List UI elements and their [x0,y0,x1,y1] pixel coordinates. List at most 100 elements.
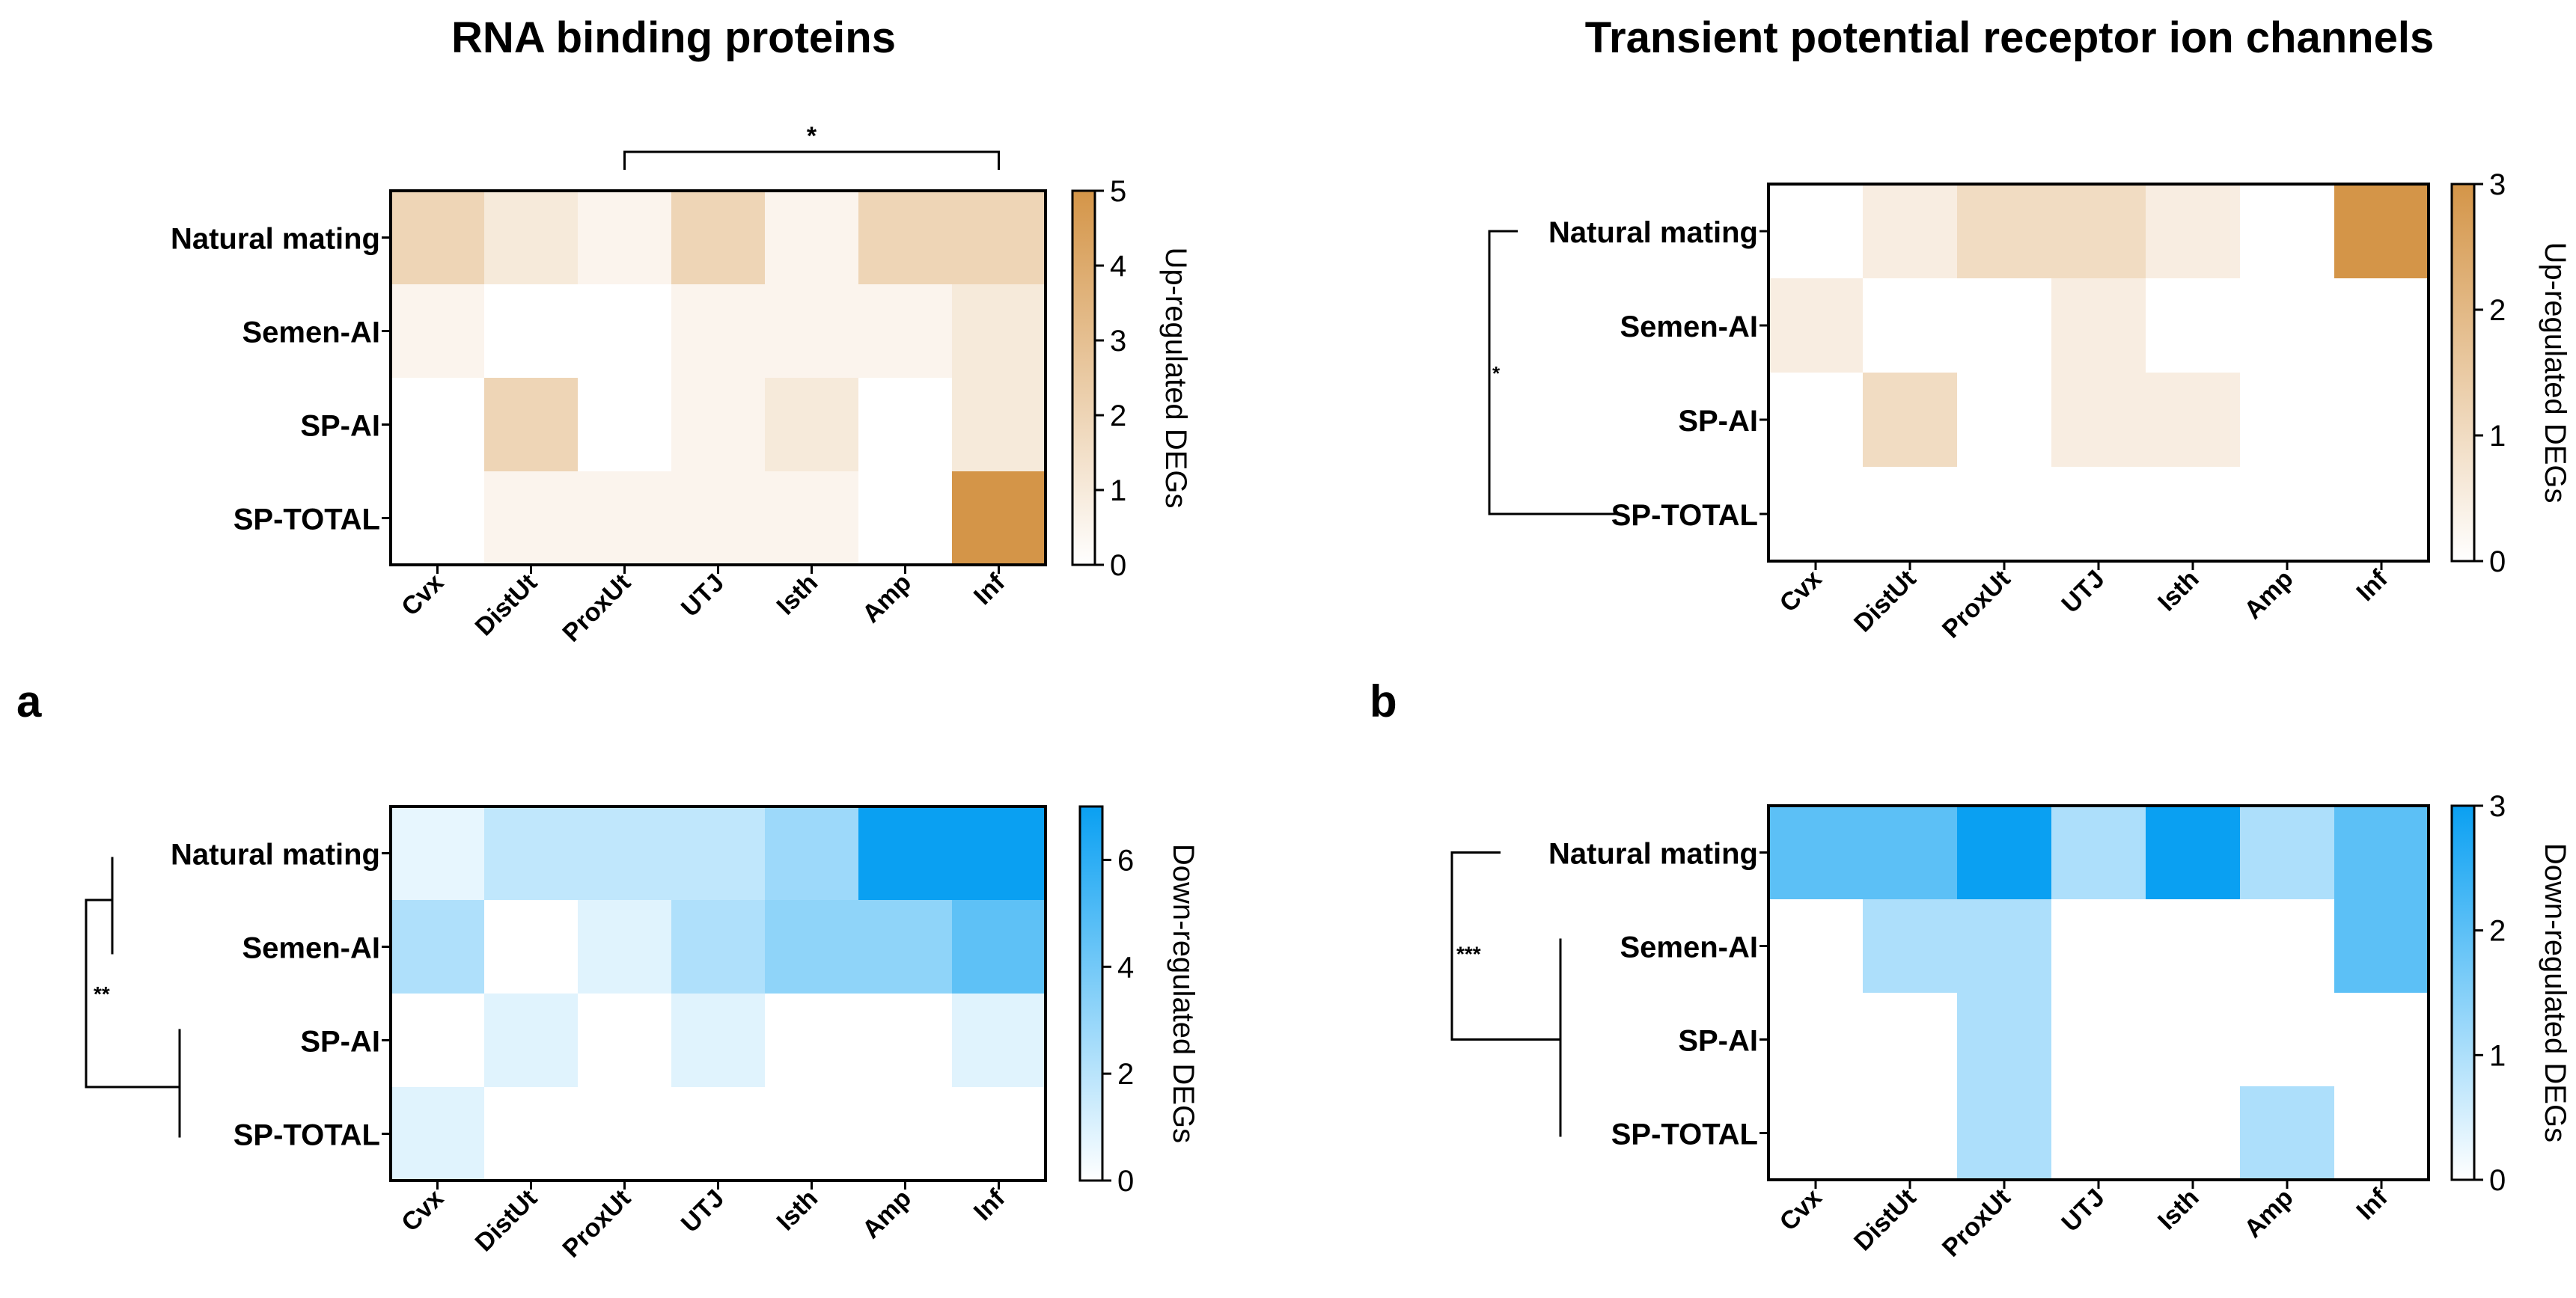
significance-bracket [1488,230,1623,515]
title-right: Transient potential receptor ion channel… [1585,13,2434,62]
row-label-sp-ai: SP-AI [300,1026,380,1059]
cell-sp-ai-proxut [578,994,672,1088]
heatmap-b-up: Natural mating Semen-AI SP-AI SP-TOTAL Cvx Di… [1488,168,2572,644]
cell-sp-total-distut [484,471,579,566]
col-label-utj: UTJ [676,1184,730,1238]
row-label-sp-ai: SP-AI [1678,1025,1758,1058]
cell-natural-mating-cvx [1768,184,1864,279]
cell-semen-ai-amp [858,900,953,994]
cell-sp-ai-isth [2146,373,2241,468]
cell-sp-ai-amp [858,378,953,472]
row-label-sp-total: SP-TOTAL [234,1119,380,1152]
cell-sp-total-cvx [1768,1086,1864,1181]
row-label-natural-mating: Natural mating [1548,838,1758,871]
cell-sp-ai-distut [1863,993,1958,1087]
cell-natural-mating-inf [2334,184,2429,279]
cell-sp-ai-proxut [1957,373,2052,468]
cell-sp-ai-cvx [1768,993,1864,1087]
cell-semen-ai-inf [952,900,1046,994]
cell-sp-ai-utj [671,378,766,472]
cell-natural-mating-proxut [578,191,672,285]
cell-sp-ai-cvx [391,378,485,472]
cell-sp-ai-utj [671,994,766,1088]
cell-semen-ai-proxut [578,900,672,994]
cell-sp-total-inf [952,1087,1046,1181]
cell-sp-total-proxut [578,471,672,566]
cell-semen-ai-distut [1863,278,1958,373]
col-label-proxut: ProxUt [1937,1184,2016,1263]
cell-sp-ai-utj [2051,373,2146,468]
cell-natural-mating-isth [2146,184,2241,279]
colorbar-tick-label: 1 [1110,474,1126,507]
cell-sp-total-isth [2146,1086,2241,1181]
cell-semen-ai-inf [952,284,1046,379]
colorbar-tick-label: 4 [1117,951,1134,984]
cell-sp-total-distut [484,1087,579,1181]
cell-natural-mating-utj [671,191,766,285]
cell-sp-total-inf [2334,467,2429,562]
col-label-cvx: Cvx [1774,1184,1828,1237]
cell-sp-total-isth [765,471,859,566]
cell-semen-ai-proxut [1957,278,2052,373]
colorbar-tick-label: 5 [1110,175,1126,208]
cell-semen-ai-proxut [578,284,672,379]
cell-natural-mating-distut [1863,184,1958,279]
cell-natural-mating-inf [2334,806,2429,900]
row-label-semen-ai: Semen-AI [1620,310,1759,343]
row-label-natural-mating: Natural mating [171,223,380,256]
col-label-isth: Isth [772,1184,824,1237]
cell-natural-mating-proxut [1957,806,2052,900]
significance-label: ** [94,982,110,1005]
cell-sp-total-amp [858,1087,953,1181]
cell-natural-mating-distut [484,806,579,901]
cell-sp-ai-inf [952,994,1046,1088]
cell-semen-ai-isth [765,900,859,994]
cell-sp-total-amp [2240,467,2335,562]
cell-sp-ai-cvx [391,994,485,1088]
colorbar-tick-label: 6 [1117,844,1134,877]
cell-natural-mating-amp [858,191,953,285]
cell-sp-ai-inf [952,378,1046,472]
col-label-amp: Amp [857,1184,917,1244]
panel-letter-b: b [1370,676,1397,726]
colorbar [1071,189,1096,566]
colorbar [2450,183,2476,563]
cell-sp-ai-isth [2146,993,2241,1087]
col-label-inf: Inf [2351,1183,2393,1225]
cell-sp-total-amp [858,471,953,566]
row-label-sp-total: SP-TOTAL [1611,499,1758,532]
col-label-distut: DistUt [469,1184,543,1258]
significance-bracket [623,150,1000,170]
cell-natural-mating-isth [765,191,859,285]
colorbar-tick-label: 0 [1117,1165,1134,1198]
cell-semen-ai-distut [484,284,579,379]
cell-sp-total-utj [671,1087,766,1181]
cell-semen-ai-isth [765,284,859,379]
cell-sp-total-inf [2334,1086,2429,1181]
col-label-inf: Inf [2351,564,2393,607]
dendrogram-branch [85,899,180,1089]
col-label-isth: Isth [772,569,824,621]
cell-natural-mating-inf [952,191,1046,285]
colorbar-tick-label: 2 [2489,294,2506,327]
cell-sp-ai-inf [2334,373,2429,468]
panel-letter-a: a [16,676,42,726]
col-label-distut: DistUt [1849,565,1922,638]
cell-sp-ai-cvx [1768,373,1864,468]
row-label-natural-mating: Natural mating [1548,216,1758,249]
colorbar-tick-label: 2 [1117,1058,1134,1091]
cell-sp-total-utj [2051,467,2146,562]
col-label-inf: Inf [968,1184,1011,1226]
heatmap-a-up: Natural mating Semen-AI SP-AI SP-TOTAL Cvx Di… [171,122,1192,647]
cell-sp-total-inf [952,471,1046,566]
col-label-utj: UTJ [2056,565,2110,619]
cell-sp-ai-distut [484,378,579,472]
colorbar-tick-label: 0 [1110,549,1126,582]
col-label-distut: DistUt [1849,1184,1922,1257]
cell-semen-ai-cvx [1768,278,1864,373]
cell-sp-ai-distut [1863,373,1958,468]
col-label-proxut: ProxUt [1937,565,2016,644]
heatmap-a-down: Natural mating Semen-AI SP-AI SP-TOTAL Cvx Di… [85,805,1200,1263]
significance-label: *** [1456,943,1481,966]
cell-semen-ai-isth [2146,278,2241,373]
